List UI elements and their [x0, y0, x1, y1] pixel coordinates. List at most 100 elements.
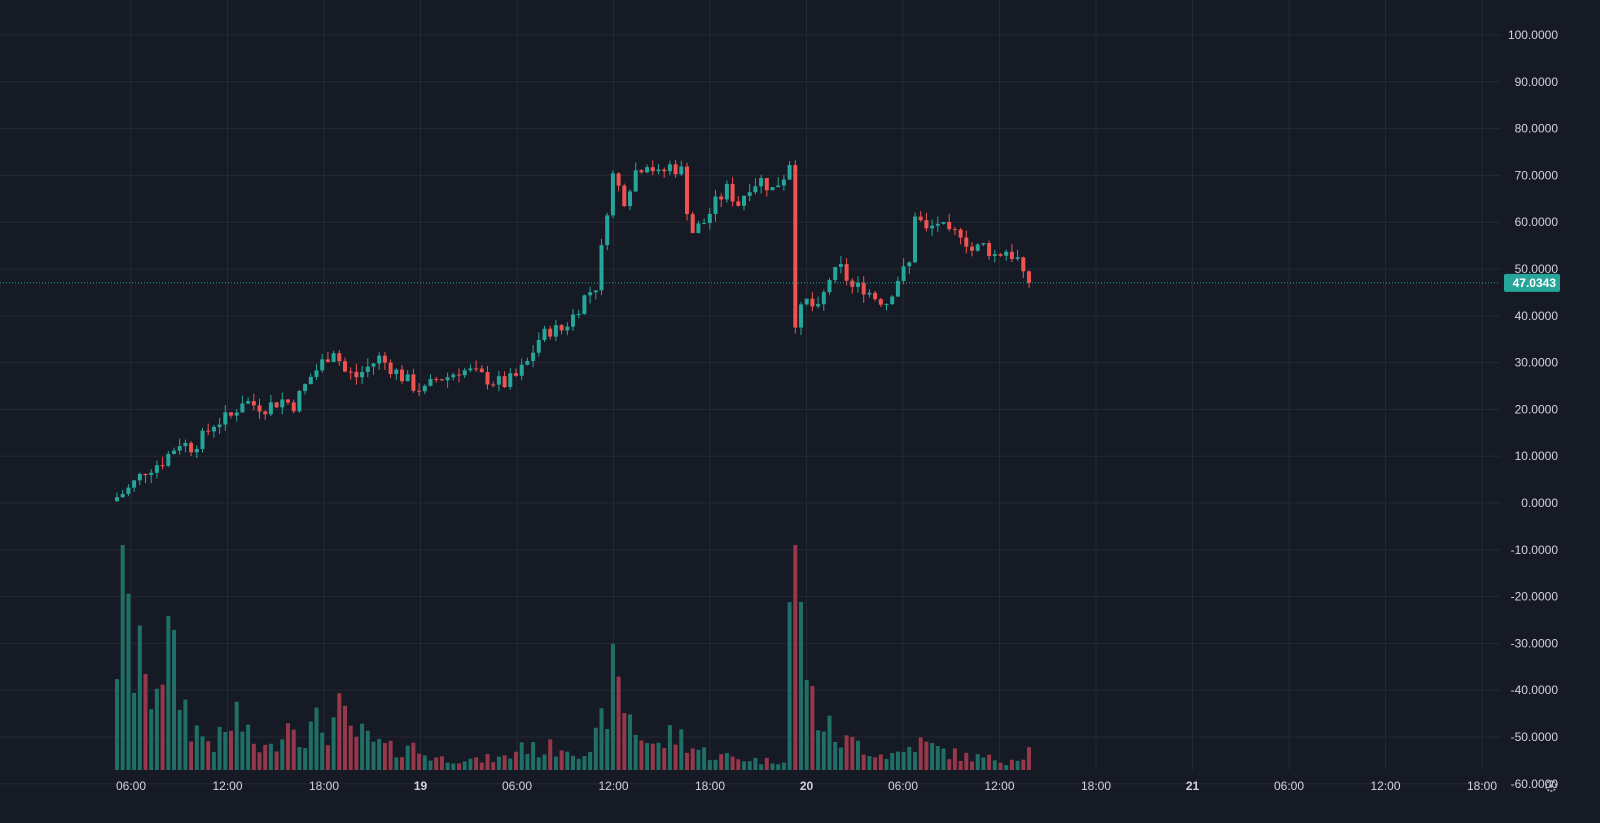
volume-bar	[713, 759, 718, 770]
candle-body	[274, 402, 279, 408]
volume-bar	[491, 762, 496, 770]
candle-body	[804, 298, 809, 305]
volume-bar	[924, 741, 929, 770]
candle-body	[434, 378, 439, 380]
volume-bar	[1027, 747, 1031, 770]
price-tick-label: 90.0000	[1515, 75, 1559, 89]
candle-body	[542, 328, 547, 340]
candle-body	[531, 352, 536, 361]
volume-bar	[736, 759, 741, 770]
volume-bar	[508, 758, 513, 770]
candle-body	[952, 229, 957, 231]
candle-body	[496, 376, 501, 385]
candle-body	[160, 465, 165, 467]
candle-body	[571, 314, 575, 327]
candle-body	[873, 292, 878, 300]
candle-body	[633, 170, 638, 192]
candle-body	[593, 290, 598, 293]
candle-body	[662, 169, 667, 172]
time-tick-label: 18:00	[309, 779, 339, 793]
candle-body	[559, 325, 564, 331]
candle-body	[206, 430, 211, 432]
candle-body	[200, 430, 205, 449]
candle-body	[713, 196, 718, 214]
candle-body	[736, 201, 741, 206]
candle-body	[257, 405, 262, 412]
time-tick-label: 06:00	[116, 779, 146, 793]
candle-body	[1009, 251, 1014, 260]
volume-bar	[776, 764, 781, 770]
volume-bar	[1004, 765, 1009, 770]
volume-bar	[975, 754, 980, 770]
candle-body	[987, 243, 992, 256]
volume-bar	[559, 750, 564, 770]
volume-bar	[952, 748, 957, 770]
volume-bar	[553, 756, 558, 770]
candle-body	[508, 373, 513, 388]
volume-bar	[895, 751, 900, 770]
candle-body	[291, 402, 296, 412]
volume-bar	[268, 743, 273, 770]
candle-body	[536, 339, 541, 353]
volume-bar	[354, 736, 359, 770]
volume-bar	[628, 714, 632, 770]
volume-bar	[257, 752, 262, 770]
candle-body	[576, 313, 581, 315]
candle-body	[935, 223, 940, 226]
volume-bar	[137, 625, 142, 770]
candle-body	[514, 373, 518, 376]
candle-body	[525, 360, 530, 365]
volume-bar	[821, 731, 826, 770]
settings-button[interactable]	[1545, 780, 1557, 792]
time-tick-label: 12:00	[1370, 779, 1400, 793]
candle-body	[382, 355, 387, 363]
volume-bar	[913, 752, 917, 770]
volume-bar	[685, 752, 689, 770]
price-axis[interactable]: 100.0000 90.0000 80.0000 70.0000 60.0000 50.0…	[1508, 28, 1558, 791]
candle-body	[246, 401, 251, 404]
volume-bar	[525, 753, 530, 770]
volume-bar	[565, 751, 570, 770]
candle-body	[833, 266, 838, 281]
volume-bar	[217, 726, 222, 770]
volume-bar	[291, 729, 296, 770]
gear-icon[interactable]	[1545, 780, 1557, 792]
volume-bar	[286, 723, 290, 770]
candle-body	[610, 173, 615, 216]
volume-bar	[536, 757, 541, 770]
candle-body	[685, 166, 689, 215]
candle-body	[867, 292, 872, 295]
volume-bar	[1009, 759, 1014, 770]
candle-body	[810, 298, 815, 307]
candle-body	[964, 237, 969, 247]
volume-bar	[833, 741, 838, 770]
candle-body	[223, 412, 228, 425]
volume-bar	[211, 751, 216, 770]
candle-body	[234, 412, 239, 416]
candle-body	[958, 229, 963, 238]
time-axis[interactable]: 06:00 12:00 18:00 19 06:00 12:00 18:00 20 06:00 1…	[116, 779, 1497, 793]
volume-bar	[519, 742, 524, 770]
volume-bar	[234, 701, 239, 770]
volume-bar	[639, 740, 644, 770]
candle-body	[343, 361, 347, 372]
volume-bar	[331, 717, 336, 770]
candle-body	[1004, 251, 1009, 256]
candle-body	[422, 385, 427, 392]
volume-bar	[183, 699, 188, 770]
candle-body	[268, 402, 273, 415]
candle-body	[639, 170, 644, 173]
volume-bar	[810, 686, 815, 770]
volume-bar	[422, 755, 427, 770]
volume-bar	[434, 757, 439, 770]
volume-bar	[377, 738, 382, 770]
candle-body	[126, 487, 131, 494]
candle-body	[439, 379, 444, 381]
volume-bar	[189, 741, 194, 770]
volume-bar	[297, 747, 302, 770]
volume-bar	[662, 748, 667, 770]
volume-bar	[907, 746, 912, 770]
volume-bar	[856, 740, 860, 770]
